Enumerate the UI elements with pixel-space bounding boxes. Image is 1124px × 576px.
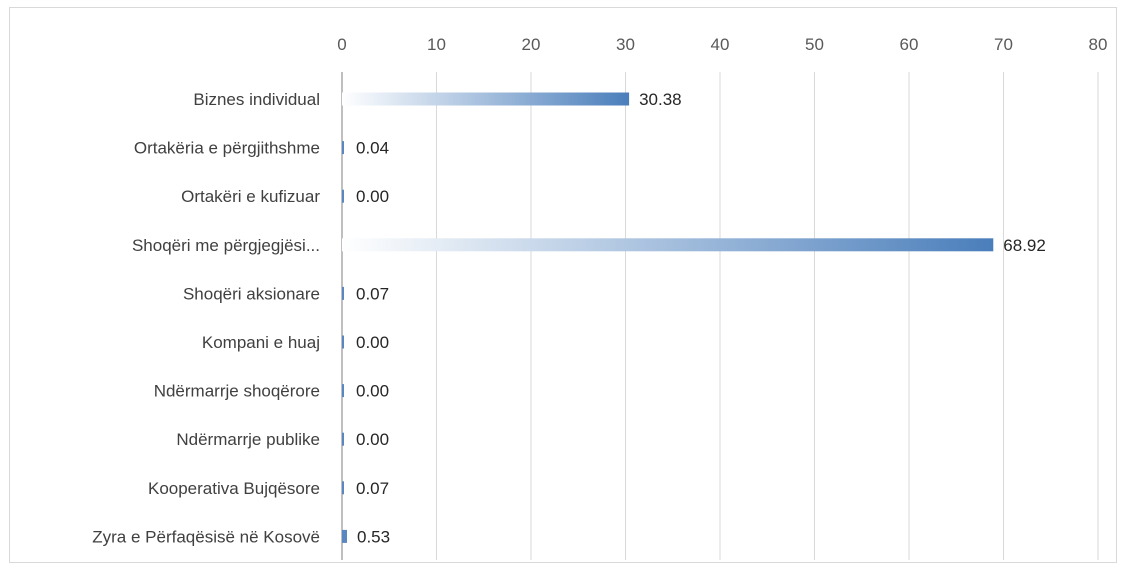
bar bbox=[342, 92, 630, 106]
data-label: 0.07 bbox=[356, 479, 389, 498]
category-label: Biznes individual bbox=[193, 90, 320, 109]
data-label: 0.07 bbox=[356, 284, 389, 303]
bar bbox=[342, 481, 344, 495]
x-axis-ticks: 0 10 20 30 40 50 60 70 80 bbox=[337, 35, 1107, 54]
category-label: Shoqëri aksionare bbox=[183, 284, 320, 303]
data-labels: 30.38 0.04 0.00 68.92 0.07 0.00 0.00 0.00 0.07 0.… bbox=[356, 90, 1046, 546]
category-label: Ortakëria e përgjithshme bbox=[134, 139, 320, 158]
bar bbox=[342, 529, 348, 543]
category-label: Kooperativa Bujqësore bbox=[148, 479, 320, 498]
category-label: Ndërmarrje shoqërore bbox=[154, 382, 320, 401]
x-tick-label: 40 bbox=[711, 35, 730, 54]
data-label: 68.92 bbox=[1003, 236, 1046, 255]
x-tick-label: 70 bbox=[994, 35, 1013, 54]
category-label: Shoqëri me përgjegjësi... bbox=[132, 236, 320, 255]
data-label: 0.00 bbox=[356, 187, 389, 206]
x-tick-label: 0 bbox=[337, 35, 346, 54]
x-tick-label: 50 bbox=[805, 35, 824, 54]
category-label: Ndërmarrje publike bbox=[176, 430, 320, 449]
category-label: Zyra e Përfaqësisë në Kosovë bbox=[92, 527, 320, 546]
data-label: 0.00 bbox=[356, 333, 389, 352]
data-label: 0.00 bbox=[356, 430, 389, 449]
bar bbox=[342, 238, 994, 252]
x-tick-label: 10 bbox=[427, 35, 446, 54]
bar bbox=[342, 141, 344, 155]
bar bbox=[342, 189, 344, 203]
category-axis-labels: Biznes individual Ortakëria e përgjithshm… bbox=[92, 90, 320, 546]
data-label: 0.53 bbox=[357, 527, 390, 546]
data-label: 0.04 bbox=[356, 139, 389, 158]
bar bbox=[342, 432, 344, 446]
data-label: 0.00 bbox=[356, 382, 389, 401]
x-tick-label: 30 bbox=[616, 35, 635, 54]
category-label: Ortakëri e kufizuar bbox=[181, 187, 320, 206]
gridlines bbox=[341, 72, 1099, 560]
bar bbox=[342, 335, 344, 349]
bar bbox=[342, 286, 344, 300]
x-tick-label: 60 bbox=[900, 35, 919, 54]
category-label: Kompani e huaj bbox=[202, 333, 320, 352]
x-tick-label: 80 bbox=[1089, 35, 1108, 54]
x-tick-label: 20 bbox=[522, 35, 541, 54]
bar bbox=[342, 384, 344, 398]
bars bbox=[342, 92, 994, 543]
data-label: 30.38 bbox=[639, 90, 682, 109]
